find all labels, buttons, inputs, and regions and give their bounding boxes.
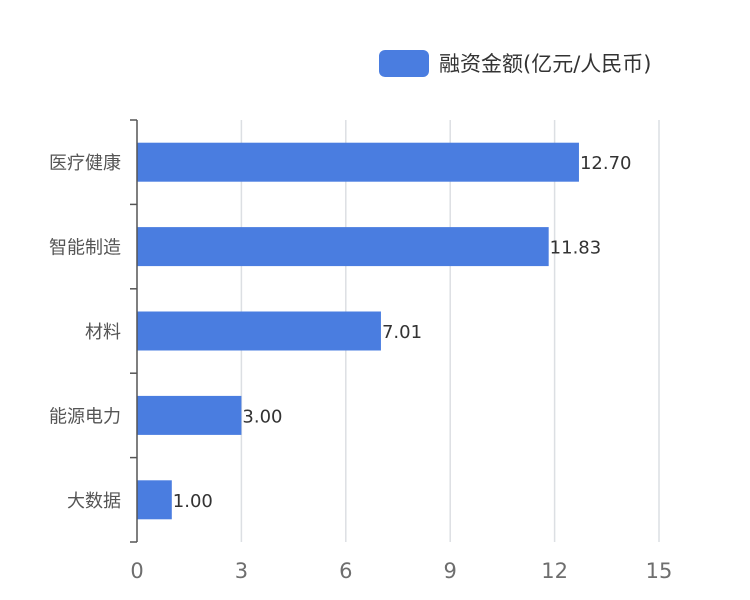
- x-tick-label: 15: [646, 559, 673, 583]
- bar: [137, 480, 172, 520]
- grid-lines: [240, 120, 660, 542]
- legend[interactable]: 融资金额(亿元/人民币): [379, 50, 651, 77]
- category-label: 能源电力: [49, 406, 121, 427]
- bars: [137, 142, 579, 520]
- bar: [137, 142, 579, 182]
- bar: [137, 395, 242, 435]
- x-tick-label: 12: [541, 559, 568, 583]
- labels: 0 3 6 9 12 15 医疗健康 12.70 智能制造 11.83 材料 7.01 能源电力 3.00…: [49, 153, 672, 583]
- x-tick-label: 3: [235, 559, 248, 583]
- x-tick-label: 6: [339, 559, 352, 583]
- bar-value-label: 3.00: [242, 406, 282, 427]
- bar: [137, 227, 549, 267]
- category-label: 智能制造: [49, 238, 121, 259]
- bar-value-label: 1.00: [173, 491, 213, 512]
- legend-swatch: [379, 50, 429, 77]
- x-tick-label: 0: [130, 559, 143, 583]
- category-label: 材料: [85, 322, 121, 343]
- bar-value-label: 11.83: [550, 238, 602, 259]
- bar-value-label: 7.01: [382, 322, 422, 343]
- x-tick-label: 9: [444, 559, 457, 583]
- bar: [137, 311, 381, 351]
- axes: [130, 119, 138, 543]
- legend-label: 融资金额(亿元/人民币): [439, 52, 651, 76]
- category-label: 医疗健康: [49, 153, 121, 174]
- bar-value-label: 12.70: [580, 153, 632, 174]
- category-label: 大数据: [67, 491, 121, 512]
